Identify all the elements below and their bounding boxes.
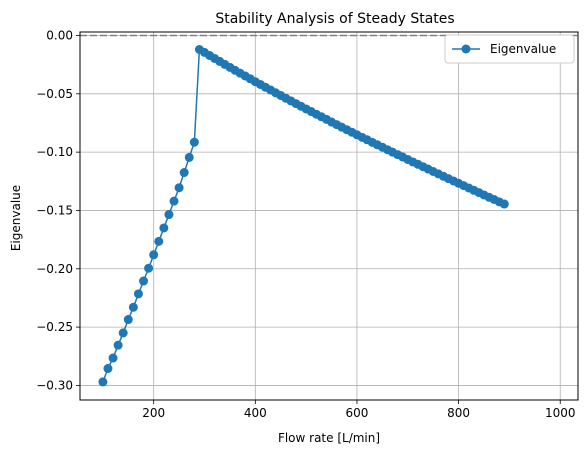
data-point — [118, 328, 128, 338]
data-point — [174, 183, 184, 193]
data-point — [189, 137, 199, 147]
ticks: 200 400 600 800 1000 0.00 −0.05 −0.10 −0.15 −0.20… — [36, 28, 575, 420]
y-axis-label: Eigenvalue — [9, 185, 23, 251]
data-point — [123, 315, 133, 325]
x-axis-label: Flow rate [L/min] — [278, 431, 380, 445]
data-point — [133, 289, 143, 299]
data-point — [128, 302, 138, 312]
data-point — [159, 223, 169, 233]
x-tick-label: 400 — [244, 406, 267, 420]
y-tick-label: −0.15 — [36, 203, 73, 217]
chart-title: Stability Analysis of Steady States — [215, 11, 454, 27]
legend-marker — [461, 44, 471, 54]
data-point — [179, 168, 189, 178]
y-tick-label: −0.10 — [36, 145, 73, 159]
x-tick-label: 800 — [447, 406, 470, 420]
legend-label: Eigenvalue — [490, 42, 556, 56]
axes-frame — [79, 31, 579, 401]
legend: Eigenvalue — [444, 34, 575, 64]
data-point — [149, 250, 159, 260]
y-tick-label: −0.30 — [36, 378, 73, 392]
data-point — [184, 152, 194, 162]
y-tick-label: −0.05 — [36, 87, 73, 101]
data-point — [164, 210, 174, 220]
data-point — [499, 199, 509, 209]
y-tick-label: −0.25 — [36, 320, 73, 334]
data-point — [169, 196, 179, 206]
data-point — [98, 377, 108, 387]
data-point — [139, 276, 149, 286]
data-point — [154, 236, 164, 246]
legend-box — [444, 34, 575, 64]
y-tick-label: 0.00 — [46, 28, 73, 42]
y-tick-label: −0.20 — [36, 262, 73, 276]
data-point — [103, 364, 113, 374]
x-tick-label: 1000 — [545, 406, 576, 420]
x-tick-label: 200 — [142, 406, 165, 420]
series-eigenvalue — [98, 45, 509, 387]
data-point — [113, 340, 123, 350]
data-point — [108, 353, 118, 363]
data-point — [144, 263, 154, 273]
x-tick-label: 600 — [345, 406, 368, 420]
